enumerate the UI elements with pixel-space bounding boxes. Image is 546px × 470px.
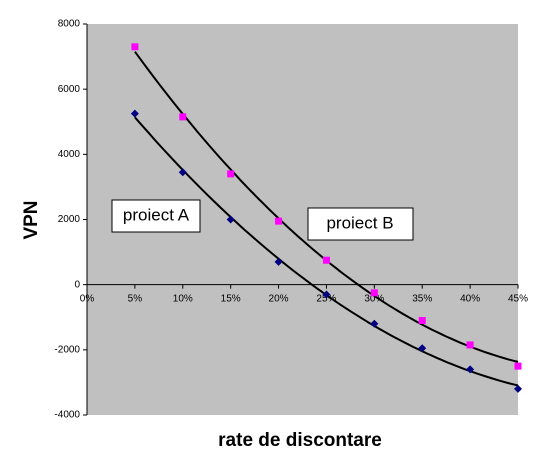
- point: [179, 113, 187, 121]
- annotation-box: [307, 207, 414, 241]
- point: [418, 317, 426, 325]
- y-tick-label: -4000: [54, 410, 80, 421]
- point: [130, 109, 139, 118]
- y-tick-label: 4000: [58, 149, 81, 160]
- y-tick-label: -2000: [54, 344, 80, 355]
- annotation-box: [111, 199, 201, 233]
- x-axis-title: rate de discontare: [218, 430, 382, 451]
- y-tick-label: 8000: [58, 19, 81, 30]
- x-tick-label: 15%: [221, 293, 241, 304]
- point: [514, 384, 522, 393]
- point: [227, 170, 235, 178]
- x-tick-label: 10%: [173, 293, 193, 304]
- annotation: proiect A: [123, 205, 190, 224]
- x-tick-label: 40%: [460, 293, 480, 304]
- point: [226, 215, 235, 224]
- marks: -4000 -2000 0 2000 4000 6000 8000 0% 5% 10% 15% 20%…: [54, 19, 528, 421]
- point: [466, 365, 475, 374]
- x-tick-label: 5%: [128, 293, 143, 304]
- point: [418, 344, 427, 353]
- x-tick-label: 45%: [508, 293, 528, 304]
- x-tick-label: 25%: [316, 293, 336, 304]
- point: [131, 43, 139, 51]
- x-tick-label: 20%: [269, 293, 289, 304]
- point: [274, 257, 283, 266]
- x-tick-label: 35%: [412, 293, 432, 304]
- point: [322, 290, 331, 299]
- point: [370, 319, 379, 328]
- x-tick-label: 30%: [364, 293, 384, 304]
- point: [466, 341, 474, 349]
- annotation: proiect B: [326, 213, 393, 232]
- x-tick-label: 0%: [80, 293, 95, 304]
- y-tick-label: 0: [74, 279, 80, 290]
- point: [178, 168, 187, 177]
- point: [275, 217, 283, 225]
- y-tick-label: 6000: [58, 84, 81, 95]
- y-tick-label: 2000: [58, 214, 81, 225]
- point: [370, 289, 378, 297]
- point: [514, 362, 522, 370]
- point: [322, 256, 330, 264]
- y-axis-title: VPN: [21, 200, 42, 239]
